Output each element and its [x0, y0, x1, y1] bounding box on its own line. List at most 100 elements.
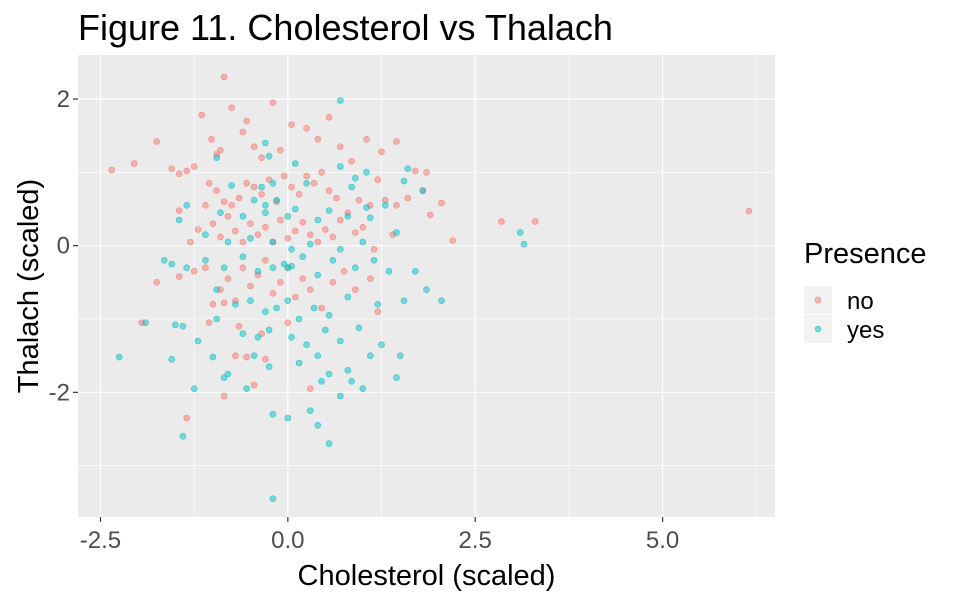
- point-yes: [250, 196, 258, 204]
- point-yes: [265, 326, 273, 334]
- point-yes: [385, 267, 393, 275]
- point-no: [291, 293, 299, 301]
- x-tick-label: -2.5: [80, 527, 121, 554]
- point-yes: [329, 256, 337, 264]
- point-yes: [366, 352, 374, 360]
- point-no: [228, 202, 235, 209]
- point-no: [250, 183, 258, 191]
- point-yes: [202, 256, 209, 264]
- x-tick-label: 0.0: [271, 527, 304, 554]
- point-yes: [295, 359, 303, 367]
- point-no: [220, 299, 228, 307]
- point-no: [366, 275, 374, 283]
- point-yes: [262, 209, 269, 216]
- point-yes: [183, 264, 190, 272]
- plot-panel: [78, 55, 775, 517]
- point-yes: [306, 240, 314, 248]
- point-yes: [228, 182, 235, 189]
- point-no: [314, 136, 322, 143]
- point-no: [254, 231, 262, 238]
- point-no: [247, 282, 254, 290]
- point-no: [250, 381, 258, 389]
- point-yes: [142, 319, 149, 327]
- point-no: [288, 121, 295, 128]
- point-yes: [273, 196, 280, 204]
- point-no: [183, 414, 190, 422]
- point-no: [363, 136, 370, 143]
- point-yes: [284, 213, 292, 220]
- point-yes: [265, 152, 273, 160]
- legend-key-no: [814, 296, 822, 304]
- point-no: [183, 167, 190, 175]
- point-yes: [288, 262, 295, 270]
- point-yes: [393, 374, 400, 382]
- point-yes: [213, 154, 220, 161]
- point-no: [423, 169, 430, 176]
- point-yes: [269, 238, 277, 246]
- point-no: [190, 267, 198, 275]
- legend-label-yes: yes: [847, 317, 884, 344]
- point-yes: [213, 315, 220, 323]
- point-no: [243, 180, 250, 187]
- point-no: [108, 166, 115, 174]
- point-yes: [258, 183, 265, 191]
- point-no: [250, 143, 258, 150]
- point-yes: [295, 315, 303, 323]
- point-no: [232, 352, 239, 360]
- point-yes: [224, 238, 232, 246]
- point-yes: [419, 187, 427, 194]
- point-no: [299, 275, 307, 283]
- point-yes: [325, 440, 333, 448]
- point-yes: [239, 253, 247, 261]
- point-no: [239, 238, 247, 246]
- point-no: [130, 160, 138, 167]
- point-no: [393, 138, 400, 145]
- point-no: [194, 226, 202, 233]
- point-yes: [348, 377, 355, 385]
- point-yes: [269, 180, 277, 187]
- point-no: [336, 216, 344, 224]
- point-no: [438, 199, 445, 207]
- point-no: [329, 278, 337, 286]
- point-no: [378, 148, 385, 156]
- point-yes: [359, 385, 367, 393]
- point-no: [277, 216, 284, 224]
- point-no: [258, 154, 265, 161]
- point-no: [202, 202, 209, 209]
- x-axis-title: Cholesterol (scaled): [298, 560, 556, 592]
- point-yes: [306, 407, 314, 415]
- point-no: [208, 136, 215, 143]
- point-yes: [303, 180, 310, 187]
- point-no: [318, 169, 325, 176]
- point-yes: [325, 370, 333, 378]
- point-yes: [336, 246, 344, 253]
- point-no: [175, 207, 183, 214]
- point-yes: [321, 326, 329, 334]
- x-tick-label: 5.0: [646, 527, 679, 554]
- point-no: [217, 233, 224, 241]
- point-yes: [288, 333, 295, 341]
- point-no: [220, 73, 228, 81]
- point-no: [314, 238, 322, 246]
- point-yes: [381, 202, 389, 209]
- point-yes: [314, 352, 322, 360]
- point-yes: [288, 246, 295, 253]
- point-yes: [183, 202, 190, 209]
- point-no: [355, 196, 363, 204]
- point-no: [370, 246, 378, 253]
- point-yes: [254, 333, 262, 341]
- point-yes: [344, 366, 352, 374]
- point-yes: [209, 353, 217, 361]
- x-tick-label: 2.5: [459, 527, 492, 554]
- point-no: [303, 125, 310, 132]
- point-no: [284, 235, 292, 242]
- point-yes: [336, 97, 344, 104]
- point-no: [498, 218, 505, 225]
- point-no: [306, 385, 314, 393]
- point-yes: [351, 174, 359, 182]
- point-no: [224, 275, 232, 283]
- x-axis-ticks: -2.5 0.0 2.5 5.0: [80, 517, 679, 554]
- point-yes: [363, 169, 370, 176]
- point-yes: [160, 256, 168, 264]
